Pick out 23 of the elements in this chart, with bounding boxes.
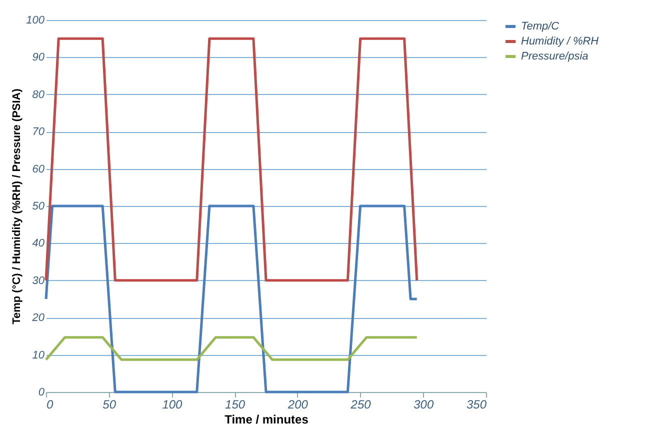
y-tick-label: 20 bbox=[31, 312, 46, 324]
x-axis-title: Time / minutes bbox=[224, 412, 309, 426]
y-tick-label: 0 bbox=[38, 386, 46, 398]
x-tick-label: 150 bbox=[225, 398, 246, 412]
x-tick-label: 50 bbox=[102, 398, 116, 412]
x-tick-label: 300 bbox=[414, 398, 434, 412]
legend-label: Pressure/psia bbox=[521, 50, 588, 62]
x-tick-label: 200 bbox=[286, 398, 308, 412]
x-tick-label: 350 bbox=[466, 398, 487, 412]
y-tick-label: 90 bbox=[32, 52, 46, 64]
y-tick-label: 100 bbox=[26, 14, 46, 26]
x-tick-label: 250 bbox=[350, 398, 372, 412]
y-axis-title: Temp (°C) / Humidity (%RH) / Pressure (PSIA) bbox=[11, 88, 24, 324]
x-tick-label: 100 bbox=[162, 398, 183, 412]
y-tick-label: 80 bbox=[32, 88, 46, 101]
y-tick-label: 40 bbox=[32, 238, 46, 250]
y-tick-label: 50 bbox=[32, 200, 46, 212]
y-tick-label: 10 bbox=[32, 349, 46, 362]
legend-label: Humidity / %RH bbox=[521, 36, 599, 48]
legend-label: Temp/C bbox=[521, 20, 560, 32]
y-tick-label: 70 bbox=[32, 126, 46, 138]
y-tick-label: 30 bbox=[32, 274, 46, 287]
y-tick-label: 60 bbox=[32, 163, 46, 176]
